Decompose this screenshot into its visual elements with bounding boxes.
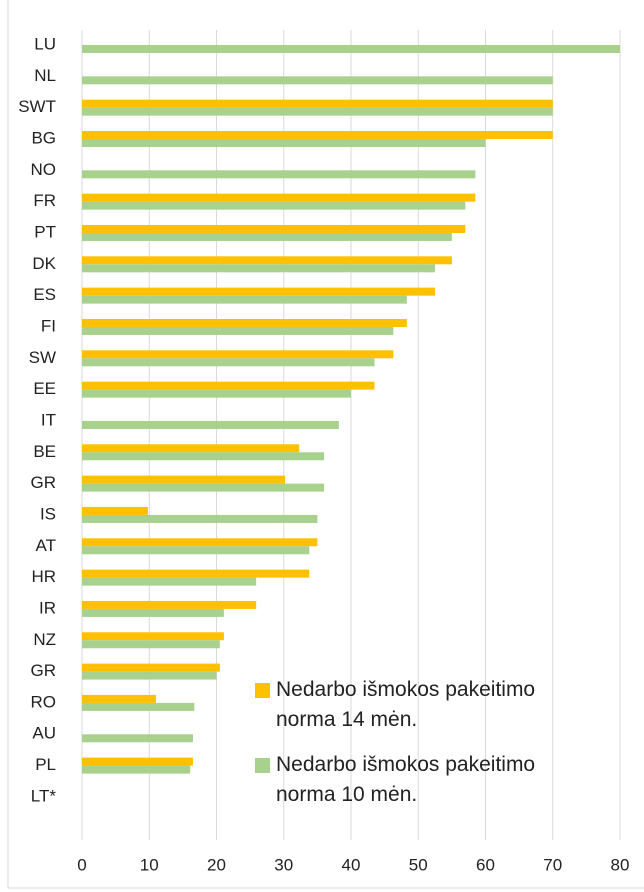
- x-tick-label: 60: [476, 855, 495, 874]
- y-tick-label: PL: [35, 755, 56, 774]
- y-tick-label: IT: [41, 410, 56, 429]
- frame: [7, 0, 644, 889]
- bar: [82, 475, 286, 484]
- bar: [82, 452, 325, 461]
- bar: [82, 600, 257, 609]
- y-tick-label: HR: [31, 567, 56, 586]
- bar: [82, 389, 351, 398]
- bar: [82, 295, 407, 304]
- bar: [82, 757, 193, 766]
- y-tick-label: NZ: [33, 630, 56, 649]
- bar: [82, 420, 339, 429]
- bar: [82, 702, 195, 711]
- bar: [82, 640, 220, 649]
- legend-label: Nedarbo išmokos pakeitimo norma 10 mėn.: [276, 753, 536, 806]
- bar: [82, 326, 394, 335]
- bar: [82, 76, 553, 85]
- bar: [82, 138, 486, 147]
- y-tick-label: LU: [34, 34, 56, 53]
- bar: [82, 506, 148, 515]
- bar: [82, 569, 310, 578]
- y-tick-label: AU: [32, 724, 56, 743]
- y-tick-label: SWT: [18, 97, 56, 116]
- y-tick-label: ES: [33, 285, 56, 304]
- legend-item: Nedarbo išmokos pakeitimo norma 10 mėn.: [255, 750, 585, 810]
- y-tick-label: GR: [31, 473, 57, 492]
- y-tick-label: NL: [34, 66, 56, 85]
- bar: [82, 663, 220, 672]
- y-tick-label: FR: [33, 191, 56, 210]
- y-tick-label: IR: [39, 598, 56, 617]
- x-tick-label: 70: [543, 855, 562, 874]
- y-tick-label: GR: [31, 661, 57, 680]
- y-tick-label: PT: [34, 222, 56, 241]
- x-tick-label: 50: [409, 855, 428, 874]
- bar: [82, 671, 217, 680]
- x-tick-label: 0: [77, 855, 86, 874]
- legend-label: Nedarbo išmokos pakeitimo norma 14 mėn.: [276, 678, 536, 731]
- y-tick-label: AT: [36, 536, 56, 555]
- bar: [82, 264, 436, 273]
- bar: [82, 99, 553, 108]
- bar: [82, 538, 318, 547]
- bar: [82, 107, 553, 116]
- legend-swatch: [255, 758, 270, 773]
- y-tick-label: BG: [31, 128, 56, 147]
- x-tick-label: 40: [342, 855, 361, 874]
- y-tick-label: NO: [31, 160, 57, 179]
- bar: [82, 483, 325, 492]
- x-tick-label: 80: [611, 855, 630, 874]
- bar: [82, 381, 375, 390]
- bar: [82, 734, 193, 743]
- y-tick-label: RO: [31, 692, 57, 711]
- y-tick-label: EE: [33, 379, 56, 398]
- bar: [82, 632, 224, 641]
- y-tick-label: BE: [33, 442, 56, 461]
- bar: [82, 765, 191, 774]
- legend-item: Nedarbo išmokos pakeitimo norma 14 mėn.: [255, 675, 585, 735]
- bar: [82, 170, 476, 179]
- x-tick-label: 10: [140, 855, 159, 874]
- bar: [82, 608, 224, 617]
- bar: [82, 694, 156, 703]
- bar: [82, 130, 553, 139]
- y-tick-label: IS: [40, 504, 56, 523]
- bar: [82, 232, 452, 241]
- y-tick-label: LT*: [31, 786, 57, 805]
- bar: [82, 224, 466, 233]
- x-tick-label: 30: [274, 855, 293, 874]
- y-tick-label: DK: [32, 254, 56, 273]
- bar: [82, 546, 310, 555]
- bar: [82, 256, 452, 265]
- y-tick-label: FI: [41, 316, 56, 335]
- bar: [82, 577, 257, 586]
- y-tick-label: SW: [29, 348, 56, 367]
- bar: [82, 287, 436, 296]
- x-tick-label: 20: [207, 855, 226, 874]
- bar: [82, 350, 394, 359]
- bar: [82, 45, 620, 53]
- legend-swatch: [255, 683, 270, 698]
- bar: [82, 318, 407, 327]
- bar: [82, 444, 300, 453]
- bar: [82, 514, 318, 523]
- bar: [82, 201, 466, 210]
- bar: [82, 358, 375, 367]
- bar: [82, 193, 476, 202]
